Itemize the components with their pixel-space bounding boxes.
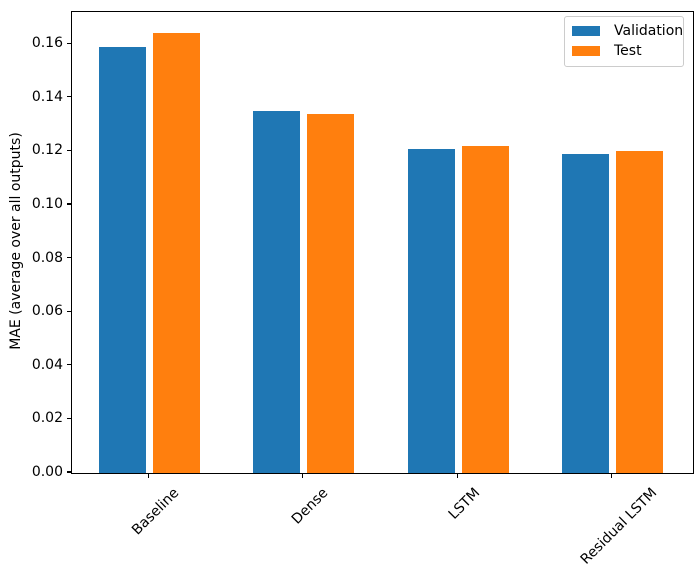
y-tick-mark bbox=[66, 42, 71, 44]
x-tick-label-lstm: LSTM bbox=[445, 485, 484, 523]
legend-label-test: Test bbox=[614, 43, 642, 59]
y-tick-label: 0.16 bbox=[31, 35, 63, 52]
y-tick-label: 0.14 bbox=[31, 88, 63, 105]
bar-test-lstm bbox=[461, 146, 509, 473]
y-tick-label: 0.00 bbox=[31, 464, 63, 480]
legend-entry-test: Test bbox=[572, 41, 675, 61]
legend-swatch-validation bbox=[572, 26, 600, 36]
y-tick-mark bbox=[66, 256, 71, 259]
x-tick-label-dense: Dense bbox=[289, 485, 332, 528]
bar-validation-lstm bbox=[407, 148, 455, 473]
y-tick-mark bbox=[66, 149, 71, 152]
y-tick-mark bbox=[66, 471, 71, 473]
legend-label-validation: Validation bbox=[614, 23, 684, 39]
y-tick-label: 0.06 bbox=[31, 303, 63, 320]
y-tick-label: 0.08 bbox=[31, 249, 63, 266]
bar-test-dense bbox=[307, 113, 355, 473]
x-tick-label-baseline: Baseline bbox=[129, 485, 183, 539]
y-tick-label: 0.02 bbox=[31, 410, 63, 427]
x-tick-mark bbox=[611, 473, 613, 478]
y-axis-label: MAE (average over all outputs) bbox=[8, 132, 24, 350]
legend-swatch-test bbox=[572, 46, 600, 56]
y-tick-label: 0.10 bbox=[31, 195, 63, 212]
y-tick-label: 0.04 bbox=[31, 356, 63, 373]
bar-validation-baseline bbox=[98, 46, 146, 473]
y-tick-label: 0.12 bbox=[31, 142, 63, 159]
y-tick-mark bbox=[66, 364, 71, 366]
bar-validation-residual-lstm bbox=[562, 154, 610, 473]
legend-entry-validation: Validation bbox=[572, 21, 683, 41]
x-tick-mark bbox=[302, 473, 304, 478]
y-tick-mark bbox=[66, 96, 71, 98]
x-tick-mark bbox=[147, 473, 149, 478]
plot-area bbox=[71, 11, 694, 474]
bar-validation-dense bbox=[253, 111, 301, 473]
y-tick-mark bbox=[66, 417, 71, 420]
x-tick-label-residual-lstm: Residual LSTM bbox=[578, 485, 661, 568]
y-tick-mark bbox=[66, 203, 71, 205]
bar-test-baseline bbox=[152, 33, 200, 473]
bar-test-residual-lstm bbox=[616, 151, 664, 473]
x-tick-mark bbox=[456, 473, 458, 478]
y-tick-mark bbox=[66, 310, 71, 312]
legend: Validation Test bbox=[564, 16, 684, 67]
